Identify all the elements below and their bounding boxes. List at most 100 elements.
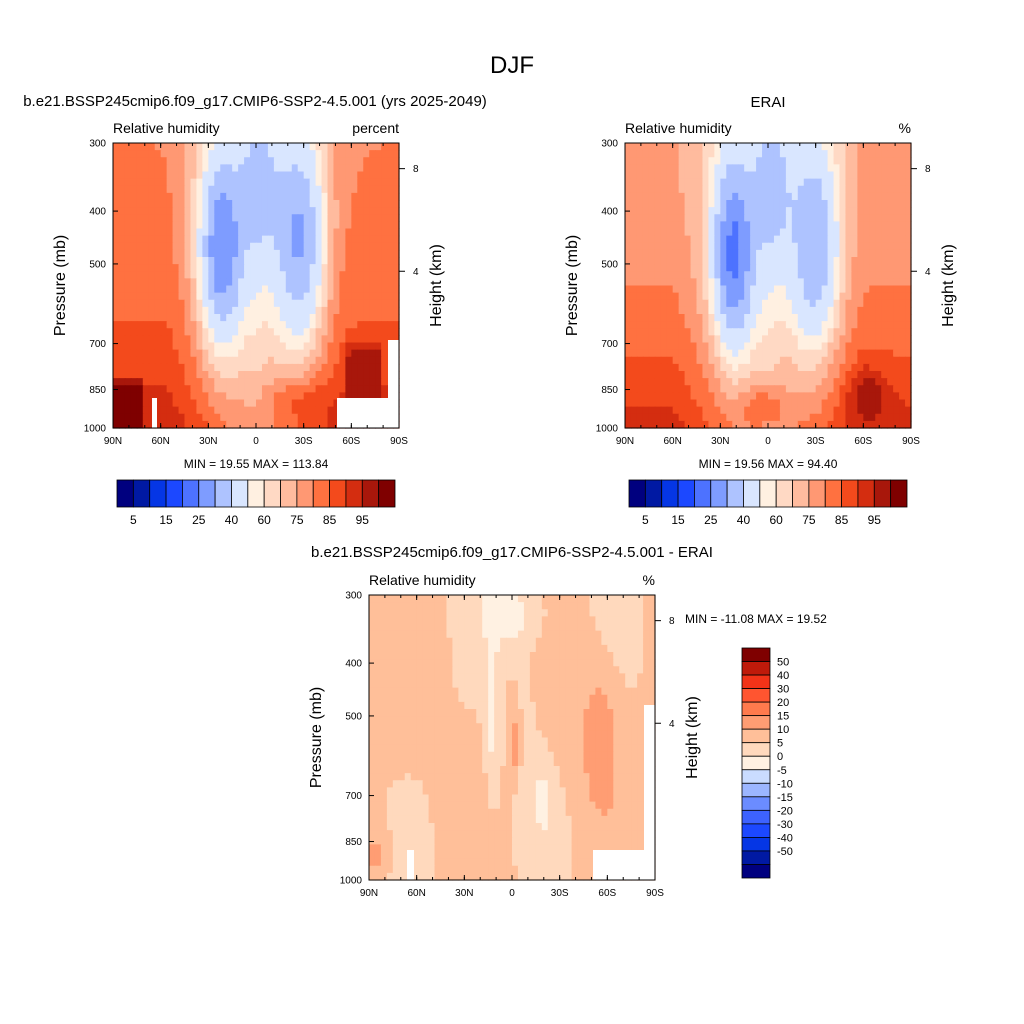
heatmap-cell — [208, 171, 215, 180]
heatmap-cell — [643, 687, 650, 696]
heatmap-cell — [726, 399, 733, 408]
heatmap-cell — [381, 264, 388, 272]
heatmap-cell — [339, 221, 346, 230]
heatmap-cell — [654, 349, 662, 358]
colorbar-swatch — [345, 479, 363, 508]
heatmap-cell — [684, 164, 692, 173]
heatmap-cell — [279, 321, 287, 329]
heatmap-cell — [160, 342, 168, 351]
heatmap-cell — [267, 314, 275, 322]
heatmap-cell — [363, 221, 370, 230]
heatmap-cell — [881, 371, 888, 379]
heatmap-cell — [190, 292, 198, 301]
x-tick-label: 60N — [663, 436, 681, 447]
heatmap-cell — [845, 192, 853, 201]
heatmap-cell — [625, 363, 632, 372]
heatmap-cell — [577, 694, 585, 703]
heatmap-cell — [708, 378, 715, 386]
heatmap-cell — [238, 157, 245, 165]
heatmap-cell — [649, 637, 656, 646]
heatmap-cell — [720, 164, 727, 173]
heatmap-cell — [905, 221, 912, 230]
heatmap-cell — [726, 264, 733, 272]
heatmap-cell — [303, 285, 311, 294]
heatmap-cell — [607, 637, 614, 646]
heatmap-cell — [130, 257, 138, 265]
heatmap-cell — [690, 371, 698, 379]
heatmap-cell — [357, 278, 364, 287]
heatmap-cell — [464, 709, 471, 717]
heatmap-cell — [702, 143, 710, 151]
heatmap-cell — [434, 659, 442, 667]
heatmap-cell — [267, 143, 275, 151]
heatmap-cell — [637, 595, 644, 603]
heatmap-cell — [893, 420, 900, 429]
heatmap-cell — [863, 228, 870, 237]
heatmap-cell — [184, 299, 192, 308]
heatmap-cell — [220, 406, 227, 415]
heatmap-cell — [422, 595, 430, 603]
heatmap-cell — [839, 271, 847, 279]
heatmap-cell — [708, 342, 715, 351]
heatmap-cell — [214, 249, 221, 258]
heatmap-cell — [351, 228, 358, 237]
heatmap-cell — [184, 349, 192, 358]
heatmap-cell — [196, 406, 203, 415]
heatmap-cell — [452, 602, 459, 610]
heatmap-cell — [565, 609, 573, 617]
heatmap-cell — [809, 271, 817, 279]
heatmap-cell — [768, 321, 775, 329]
heatmap-cell — [654, 192, 662, 201]
heatmap-cell — [583, 602, 591, 610]
heatmap-cell — [625, 328, 632, 336]
heatmap-cell — [220, 150, 227, 158]
heatmap-cell — [803, 321, 811, 329]
heatmap-cell — [845, 342, 853, 351]
heatmap-cell — [851, 356, 858, 365]
heatmap-cell — [678, 335, 686, 344]
heatmap-cell — [553, 673, 561, 682]
heatmap-cell — [750, 185, 757, 194]
heatmap-cell — [684, 178, 692, 187]
heatmap-cell — [827, 178, 835, 187]
heatmap-cell — [339, 342, 346, 351]
heatmap-cell — [196, 292, 203, 301]
heatmap-cell — [506, 659, 513, 667]
heatmap-cell — [273, 257, 281, 265]
heatmap-cell — [160, 249, 168, 258]
heatmap-cell — [601, 709, 608, 717]
heatmap-cell — [666, 420, 674, 429]
heatmap-cell — [488, 680, 495, 689]
heatmap-cell — [905, 356, 912, 365]
heatmap-cell — [684, 242, 692, 251]
heatmap-cell — [315, 328, 323, 336]
heatmap-cell — [809, 321, 817, 329]
heatmap-cell — [881, 392, 888, 401]
heatmap-cell — [547, 701, 555, 710]
heatmap-cell — [315, 249, 323, 258]
heatmap-cell — [220, 392, 227, 401]
heatmap-cell — [631, 652, 638, 660]
heatmap-cell — [393, 271, 400, 279]
heatmap-cell — [785, 321, 793, 329]
heatmap-cell — [279, 363, 287, 372]
heatmap-cell — [625, 371, 632, 379]
heatmap-cell — [333, 285, 341, 294]
heatmap-cell — [446, 602, 454, 610]
heatmap-cell — [595, 694, 602, 703]
heatmap-cell — [785, 328, 793, 336]
heatmap-cell — [905, 299, 912, 308]
heatmap-cell — [380, 630, 388, 639]
heatmap-cell — [785, 406, 793, 415]
heatmap-cell — [881, 285, 888, 294]
heatmap-cell — [327, 150, 335, 158]
heatmap-cell — [809, 420, 817, 429]
heatmap-cell — [154, 285, 162, 294]
heatmap-cell — [190, 207, 198, 215]
y-tick-label: 300 — [601, 139, 618, 150]
heatmap-cell — [244, 257, 251, 265]
heatmap-cell — [476, 709, 483, 717]
heatmap-cell — [577, 673, 585, 682]
heatmap-cell — [172, 299, 180, 308]
heatmap-cell — [440, 701, 448, 710]
